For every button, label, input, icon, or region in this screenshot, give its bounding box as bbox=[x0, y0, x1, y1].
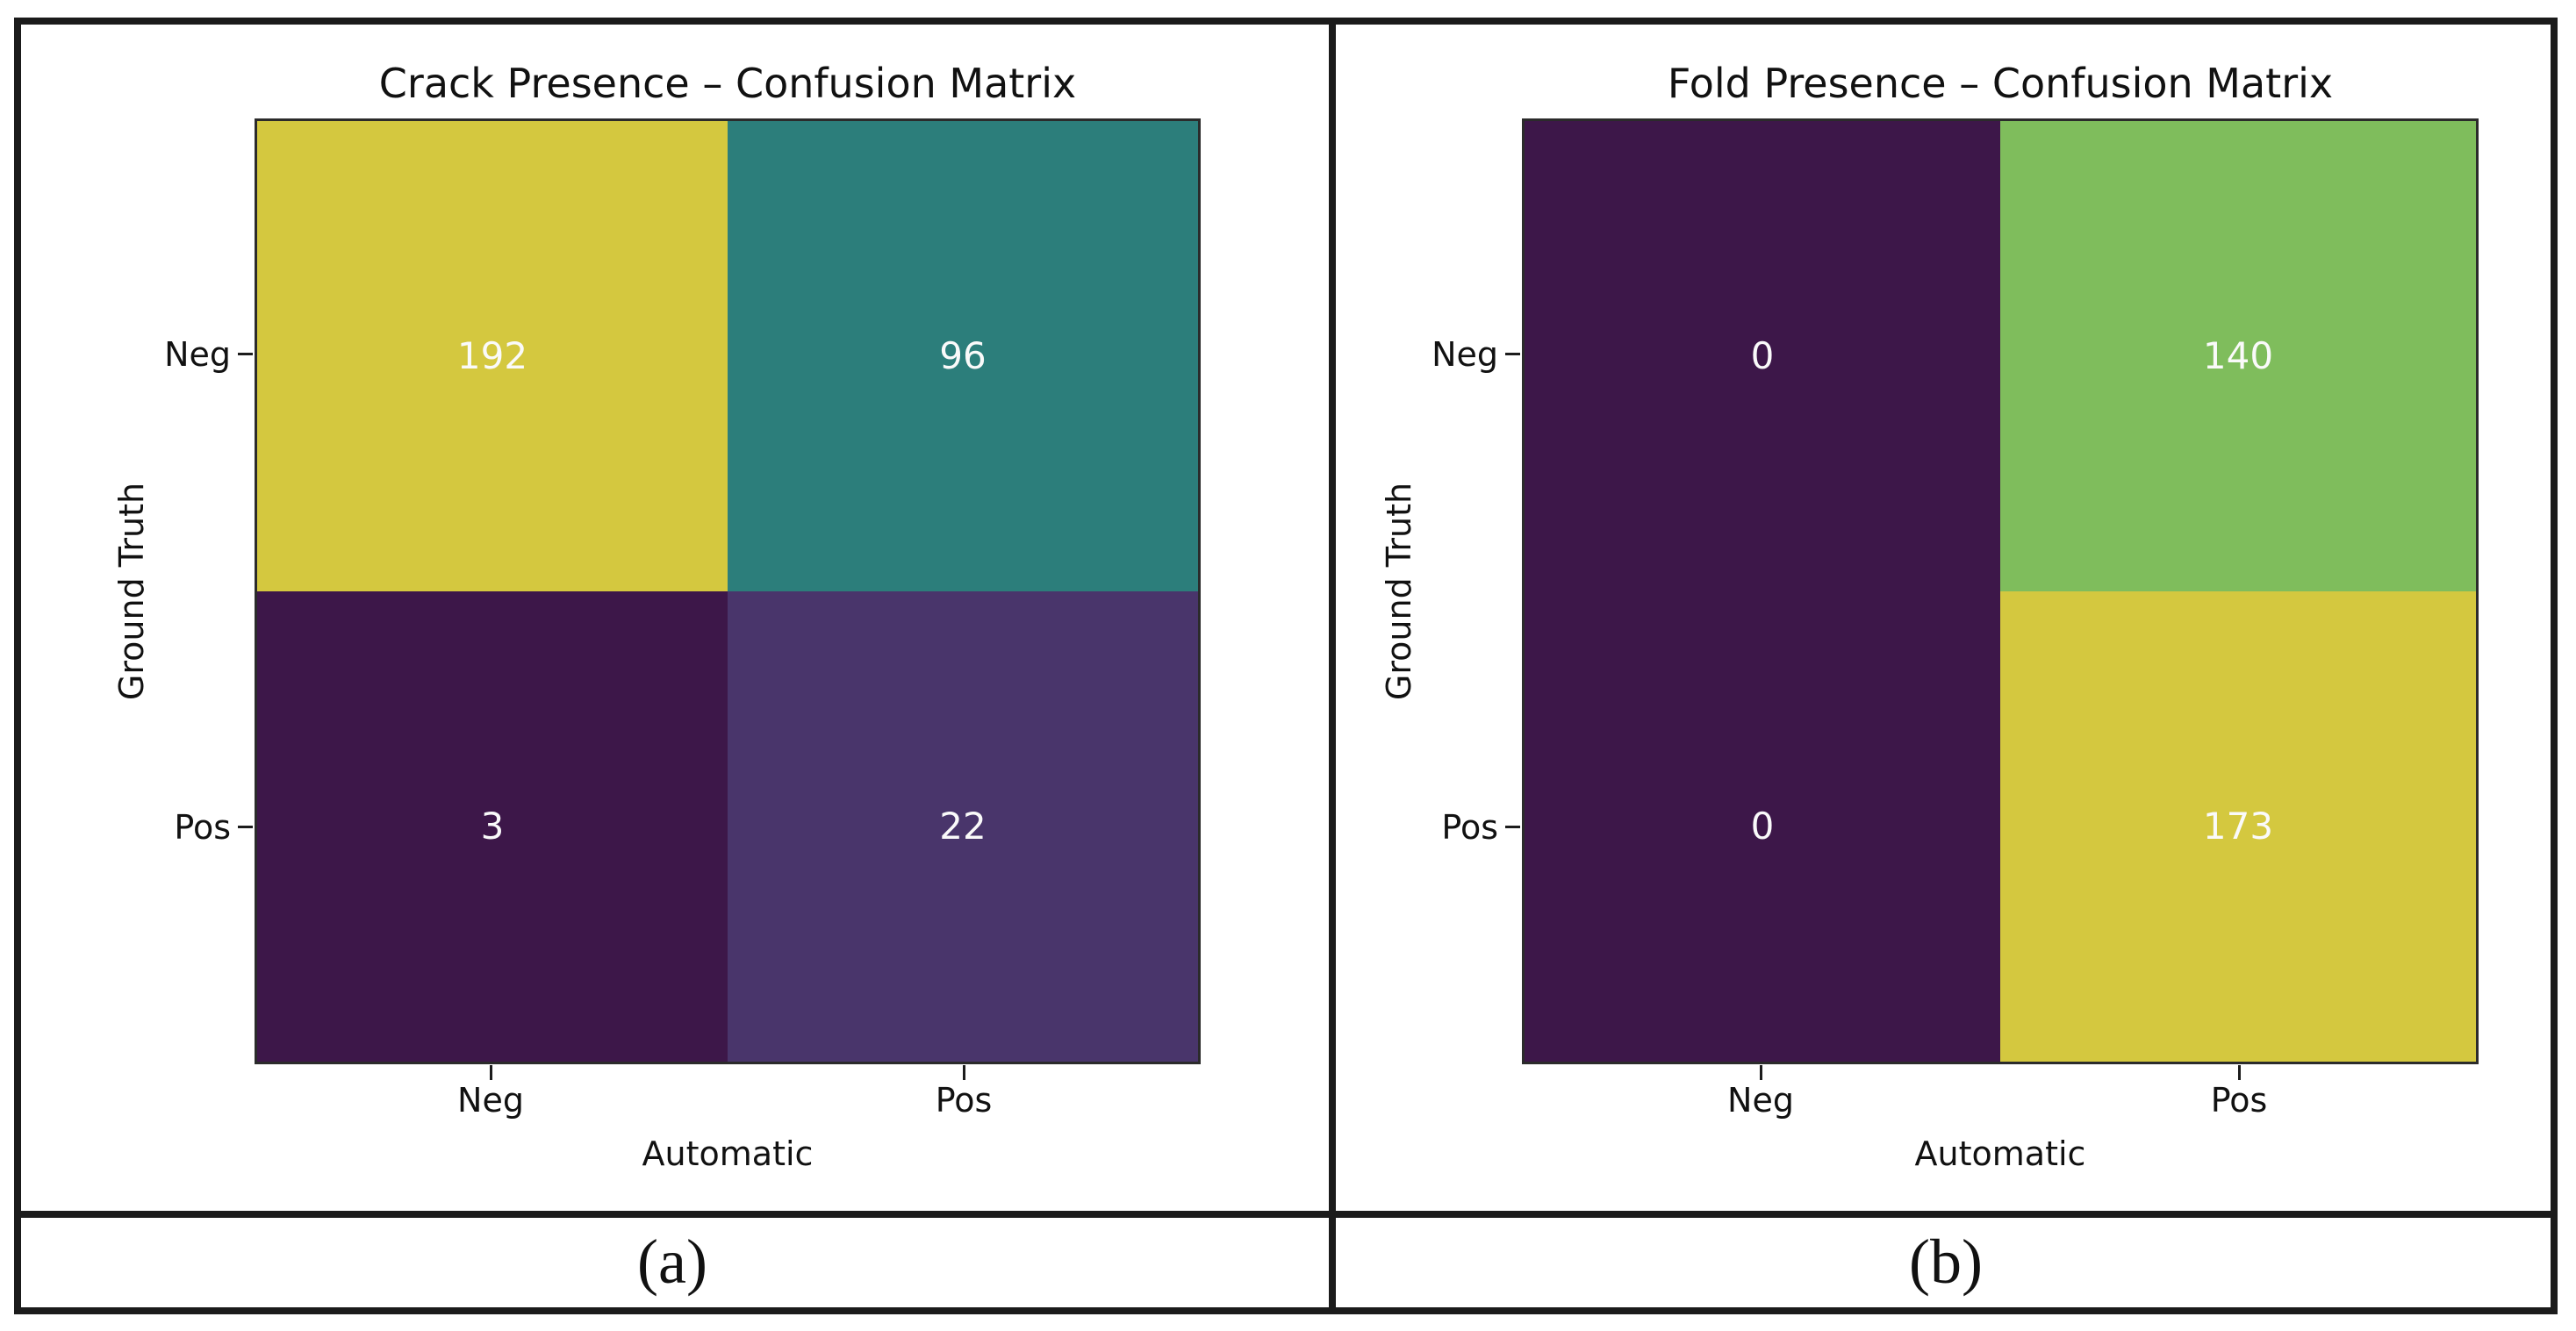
cm-cell-fn: 3 bbox=[257, 591, 728, 1062]
ytick-label-neg: Neg bbox=[1432, 335, 1498, 374]
ytick-label-pos: Pos bbox=[174, 808, 231, 847]
xtick-mark bbox=[2238, 1065, 2241, 1080]
confusion-matrix: 0 140 0 173 bbox=[1522, 118, 2479, 1064]
cell-value: 96 bbox=[939, 334, 987, 377]
caption-separator-line bbox=[14, 1211, 2558, 1218]
xtick-label-pos: Pos bbox=[2210, 1081, 2268, 1120]
plot-title: Fold Presence – Confusion Matrix bbox=[1667, 60, 2334, 107]
xtick-mark bbox=[1760, 1065, 1762, 1080]
xtick-mark bbox=[963, 1065, 965, 1080]
cm-cell-tp: 173 bbox=[2000, 591, 2476, 1062]
cell-value: 173 bbox=[2202, 805, 2274, 848]
xtick-mark bbox=[490, 1065, 492, 1080]
cm-cell-fn: 0 bbox=[1525, 591, 2000, 1062]
y-axis-label: Ground Truth bbox=[112, 482, 151, 701]
x-axis-label: Automatic bbox=[642, 1134, 814, 1173]
cell-value: 3 bbox=[480, 805, 505, 848]
cm-cell-tn: 0 bbox=[1525, 121, 2000, 591]
cm-cell-tp: 22 bbox=[728, 591, 1198, 1062]
subfigure-caption-a: (a) bbox=[637, 1227, 707, 1297]
xtick-label-pos: Pos bbox=[935, 1081, 993, 1120]
ytick-label-pos: Pos bbox=[1441, 808, 1498, 847]
cell-value: 22 bbox=[939, 805, 987, 848]
cell-value: 0 bbox=[1750, 805, 1775, 848]
cm-cell-fp: 96 bbox=[728, 121, 1198, 591]
cell-value: 0 bbox=[1750, 334, 1775, 377]
plot-title: Crack Presence – Confusion Matrix bbox=[378, 60, 1077, 107]
cell-value: 192 bbox=[456, 334, 528, 377]
xtick-label-neg: Neg bbox=[1727, 1081, 1794, 1120]
ytick-label-neg: Neg bbox=[164, 335, 231, 374]
cm-cell-fp: 140 bbox=[2000, 121, 2476, 591]
ytick-mark bbox=[238, 826, 253, 828]
subfigure-caption-b: (b) bbox=[1909, 1227, 1983, 1297]
xtick-label-neg: Neg bbox=[457, 1081, 524, 1120]
panel-divider-line bbox=[1329, 18, 1336, 1314]
cell-value: 140 bbox=[2202, 334, 2274, 377]
y-axis-label: Ground Truth bbox=[1380, 482, 1418, 701]
cm-cell-tn: 192 bbox=[257, 121, 728, 591]
x-axis-label: Automatic bbox=[1914, 1134, 2086, 1173]
ytick-mark bbox=[1505, 826, 1520, 828]
ytick-mark bbox=[238, 353, 253, 355]
ytick-mark bbox=[1505, 353, 1520, 355]
confusion-matrix: 192 96 3 22 bbox=[255, 118, 1201, 1064]
